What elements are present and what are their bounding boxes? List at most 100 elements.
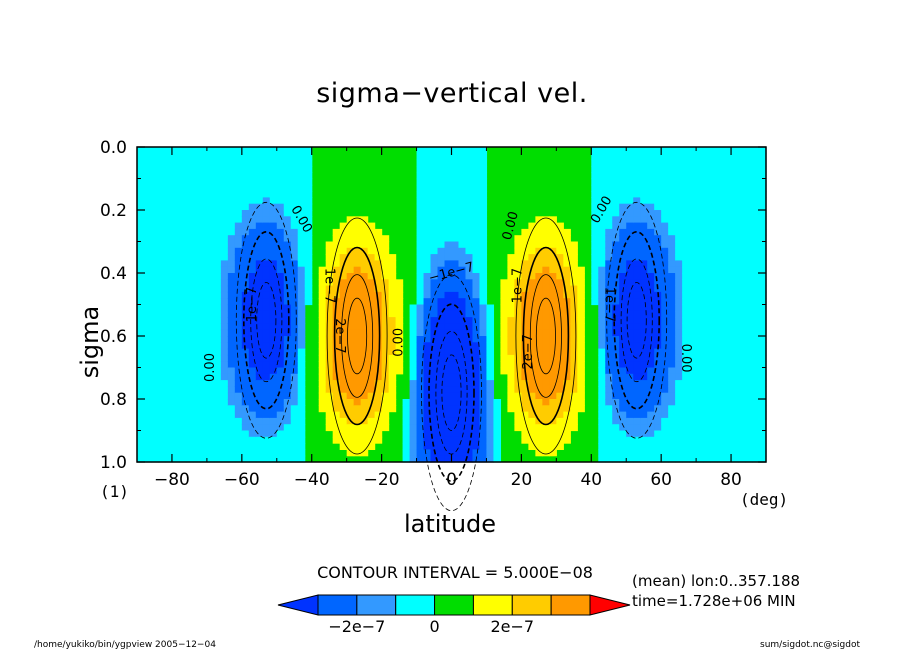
contour-cell: [150, 386, 159, 394]
contour-cell: [164, 184, 173, 192]
contour-cell: [325, 247, 334, 255]
contour-cell: [451, 411, 460, 419]
contour-cell: [640, 298, 648, 306]
contour-cell: [605, 336, 613, 343]
contour-cell: [234, 443, 243, 450]
contour-cell: [430, 279, 439, 287]
contour-cell: [458, 184, 467, 192]
contour-cell: [647, 424, 655, 432]
contour-cell: [381, 424, 390, 432]
contour-cell: [143, 291, 152, 299]
contour-cell: [745, 436, 753, 444]
contour-cell: [164, 417, 173, 425]
contour-cell: [178, 298, 187, 306]
contour-cell: [276, 159, 285, 167]
contour-cell: [647, 172, 655, 180]
contour-cell: [304, 254, 313, 261]
contour-cell: [213, 430, 222, 438]
contour-cell: [654, 323, 662, 331]
contour-cell: [206, 260, 215, 268]
contour-cell: [563, 405, 571, 413]
contour-cell: [619, 317, 627, 324]
contour-cell: [339, 228, 348, 236]
contour-cell: [626, 147, 634, 154]
contour-cell: [269, 367, 278, 375]
contour-cell: [185, 178, 194, 186]
contour-cell: [542, 317, 550, 324]
contour-cell: [150, 399, 159, 406]
contour-cell: [479, 178, 488, 186]
contour-cell: [458, 203, 467, 211]
contour-cell: [752, 455, 760, 463]
contour-cell: [430, 273, 439, 280]
contour-cell: [549, 317, 557, 324]
contour-cell: [514, 367, 522, 375]
contour-cell: [276, 273, 285, 280]
contour-cell: [150, 178, 159, 186]
contour-cell: [682, 449, 690, 457]
contour-cell: [640, 392, 648, 400]
contour-cell: [444, 430, 453, 438]
contour-cell: [346, 443, 355, 450]
contour-cell: [150, 430, 159, 438]
contour-cell: [626, 273, 634, 280]
contour-cell: [542, 260, 550, 268]
contour-cell: [759, 417, 767, 425]
contour-cell: [157, 159, 166, 167]
contour-cell: [472, 436, 481, 444]
contour-cell: [633, 436, 641, 444]
contour-cell: [612, 361, 620, 369]
contour-cell: [703, 191, 711, 198]
contour-cell: [227, 298, 236, 306]
contour-cell: [416, 178, 425, 186]
contour-cell: [752, 172, 760, 180]
contour-cell: [717, 367, 725, 375]
contour-cell: [654, 329, 662, 337]
contour-cell: [269, 380, 278, 387]
contour-cell: [388, 310, 397, 318]
contour-cell: [192, 380, 201, 387]
contour-cell: [619, 228, 627, 236]
contour-cell: [137, 354, 145, 362]
contour-cell: [507, 399, 515, 406]
contour-cell: [269, 178, 278, 186]
contour-cell: [248, 228, 257, 236]
contour-cell: [437, 222, 446, 230]
contour-cell: [178, 172, 187, 180]
contour-cell: [192, 178, 201, 186]
contour-cell: [675, 165, 683, 173]
contour-cell: [549, 354, 557, 362]
contour-cell: [451, 417, 460, 425]
contour-cell: [325, 348, 334, 356]
contour-cell: [227, 342, 236, 350]
contour-cell: [381, 336, 390, 343]
contour-cell: [717, 178, 725, 186]
contour-line: [341, 274, 374, 398]
contour-cell: [745, 298, 753, 306]
contour-cell: [612, 241, 620, 249]
contour-cell: [220, 373, 229, 381]
contour-cell: [626, 203, 634, 211]
contour-cell: [220, 386, 229, 394]
contour-cell: [185, 184, 194, 192]
contour-cell: [549, 342, 557, 350]
contour-cell: [661, 273, 669, 280]
contour-cell: [752, 361, 760, 369]
contour-cell: [731, 367, 739, 375]
contour-cell: [248, 317, 257, 324]
contour-cell: [647, 184, 655, 192]
contour-cell: [619, 336, 627, 343]
contour-cell: [549, 449, 557, 457]
contour-cell: [353, 216, 362, 224]
contour-cell: [633, 222, 641, 230]
contour-cell: [654, 241, 662, 249]
contour-line: [606, 201, 668, 439]
contour-cell: [416, 216, 425, 224]
contour-cell: [640, 436, 648, 444]
contour-cell: [164, 291, 173, 299]
contour-cell: [549, 329, 557, 337]
contour-cell: [430, 417, 439, 425]
contour-cell: [556, 392, 564, 400]
contour-cell: [619, 342, 627, 350]
contour-cell: [598, 323, 606, 331]
